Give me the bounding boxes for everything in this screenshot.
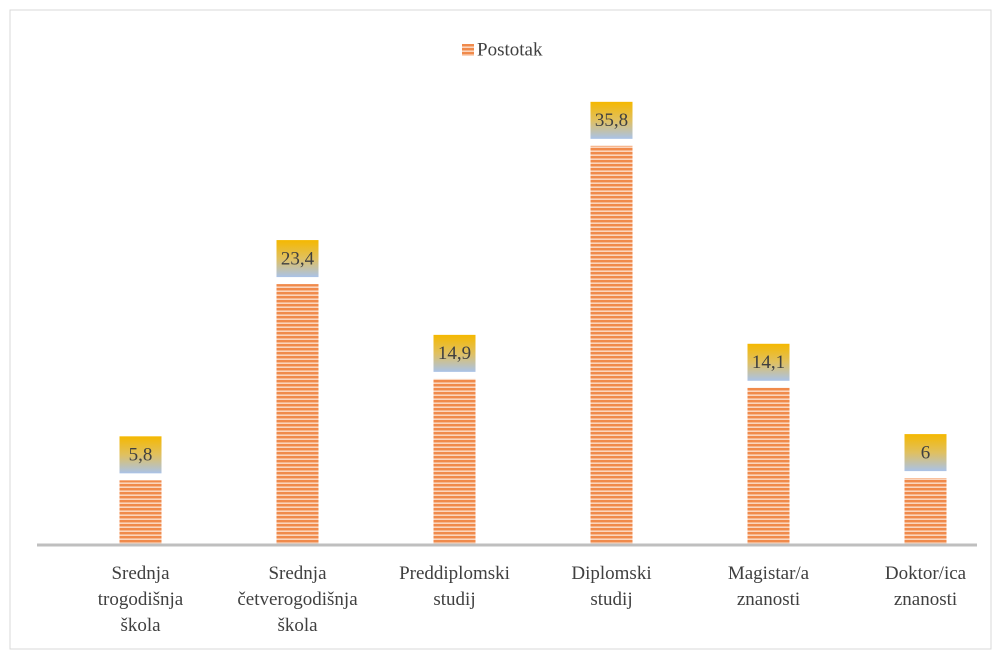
- x-tick-label-line: Diplomski: [571, 563, 651, 584]
- bar: [747, 387, 790, 545]
- value-label: 35,8: [595, 110, 628, 131]
- bar: [904, 478, 947, 545]
- bar: [119, 480, 162, 545]
- value-label-box: [590, 101, 633, 139]
- chart-frame: [9, 9, 992, 650]
- bar: [590, 145, 633, 545]
- x-tick-label-line: Preddiplomski: [399, 563, 510, 584]
- value-label: 6: [921, 442, 931, 463]
- x-tick-label-line: škola: [120, 615, 161, 636]
- value-label: 14,9: [438, 343, 471, 364]
- x-tick-label-line: Srednja: [268, 563, 327, 584]
- x-tick-label-line: Magistar/a: [728, 563, 810, 584]
- x-tick-label-line: znanosti: [737, 589, 800, 610]
- bar: [276, 284, 319, 545]
- x-tick-label-line: trogodišnja: [98, 589, 184, 610]
- x-tick-label-line: Srednja: [111, 563, 170, 584]
- value-label-box: [904, 434, 947, 472]
- x-tick-label: Doktor/ica znanosti: [885, 563, 967, 610]
- bar: [433, 378, 476, 545]
- value-label-box: [747, 343, 790, 381]
- value-label: 5,8: [129, 445, 153, 466]
- legend: Postotak: [462, 39, 543, 60]
- value-label: 14,1: [752, 352, 785, 373]
- x-tick-label-line: studij: [590, 589, 632, 610]
- x-tick-label-line: studij: [433, 589, 475, 610]
- value-label-box: [119, 436, 162, 474]
- value-label-box: [276, 240, 319, 278]
- x-tick-label-line: Doktor/ica: [885, 563, 967, 584]
- legend-label: Postotak: [477, 39, 543, 60]
- x-tick-label-line: četverogodišnja: [237, 589, 358, 610]
- x-tick-label: Diplomski studij: [571, 563, 651, 610]
- x-tick-label: Preddiplomski studij: [399, 563, 510, 610]
- value-label-box: [433, 334, 476, 372]
- x-tick-label: Srednja trogodišnja škola: [98, 563, 184, 636]
- x-tick-label-line: škola: [277, 615, 318, 636]
- x-tick-label: Srednja četverogodišnja škola: [237, 563, 358, 636]
- x-tick-label-line: znanosti: [894, 589, 957, 610]
- legend-swatch: [462, 44, 474, 56]
- x-tick-label: Magistar/a znanosti: [728, 563, 810, 610]
- value-label: 23,4: [281, 248, 315, 269]
